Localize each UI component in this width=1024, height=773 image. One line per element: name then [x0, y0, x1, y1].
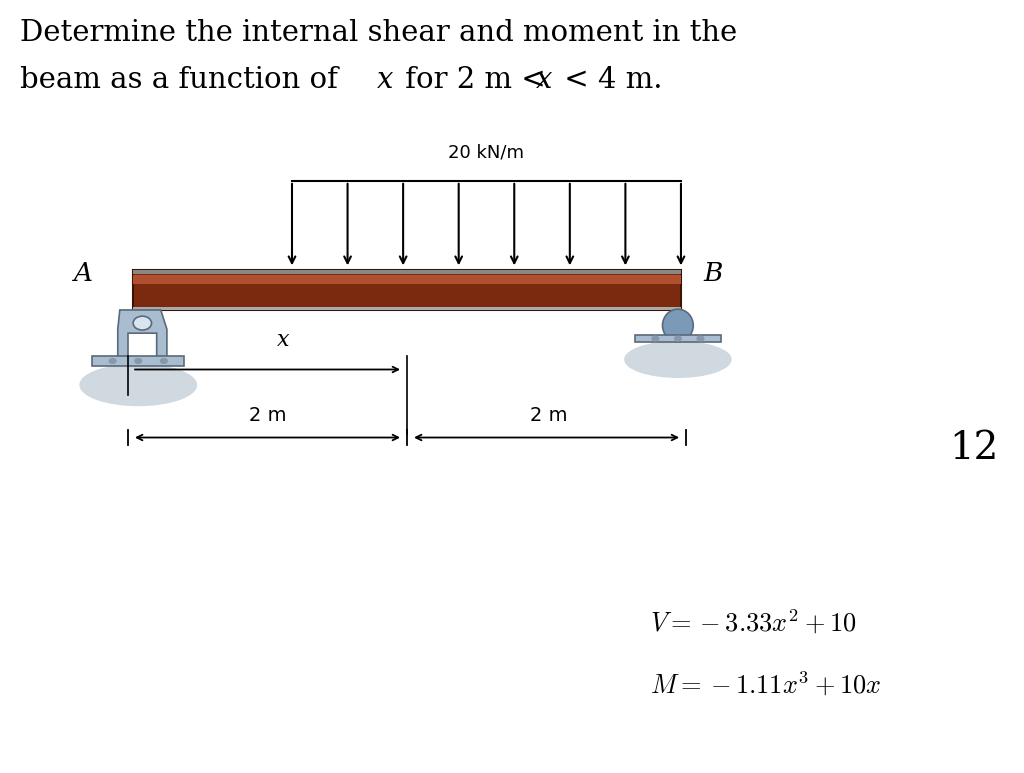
Circle shape: [160, 358, 168, 364]
Text: B: B: [703, 261, 723, 286]
Text: $V = -3.33x^2 + 10$: $V = -3.33x^2 + 10$: [650, 608, 857, 636]
Circle shape: [651, 335, 659, 342]
Circle shape: [674, 335, 682, 342]
Ellipse shape: [80, 364, 197, 407]
Circle shape: [134, 358, 142, 364]
Bar: [635, 335, 721, 342]
Text: 12: 12: [949, 430, 998, 467]
Bar: [133, 270, 681, 310]
Bar: [133, 270, 681, 274]
Circle shape: [109, 358, 117, 364]
Text: x: x: [377, 66, 393, 94]
Text: x: x: [276, 329, 289, 351]
Bar: [133, 275, 681, 284]
Circle shape: [696, 335, 705, 342]
Text: 20 kN/m: 20 kN/m: [449, 144, 524, 162]
Text: for 2 m <: for 2 m <: [396, 66, 555, 94]
Text: 2 m: 2 m: [530, 406, 568, 425]
Ellipse shape: [663, 309, 693, 342]
Text: < 4 m.: < 4 m.: [555, 66, 663, 94]
Circle shape: [133, 316, 152, 330]
Bar: [92, 356, 184, 366]
Text: beam as a function of: beam as a function of: [20, 66, 347, 94]
Text: Determine the internal shear and moment in the: Determine the internal shear and moment …: [20, 19, 737, 47]
Text: 2 m: 2 m: [249, 406, 287, 425]
Bar: [133, 307, 681, 310]
Text: A: A: [73, 261, 92, 286]
Ellipse shape: [625, 341, 732, 378]
Polygon shape: [118, 310, 167, 360]
Text: x: x: [536, 66, 552, 94]
Text: $M = -1.11x^3 + 10x$: $M = -1.11x^3 + 10x$: [650, 670, 882, 698]
